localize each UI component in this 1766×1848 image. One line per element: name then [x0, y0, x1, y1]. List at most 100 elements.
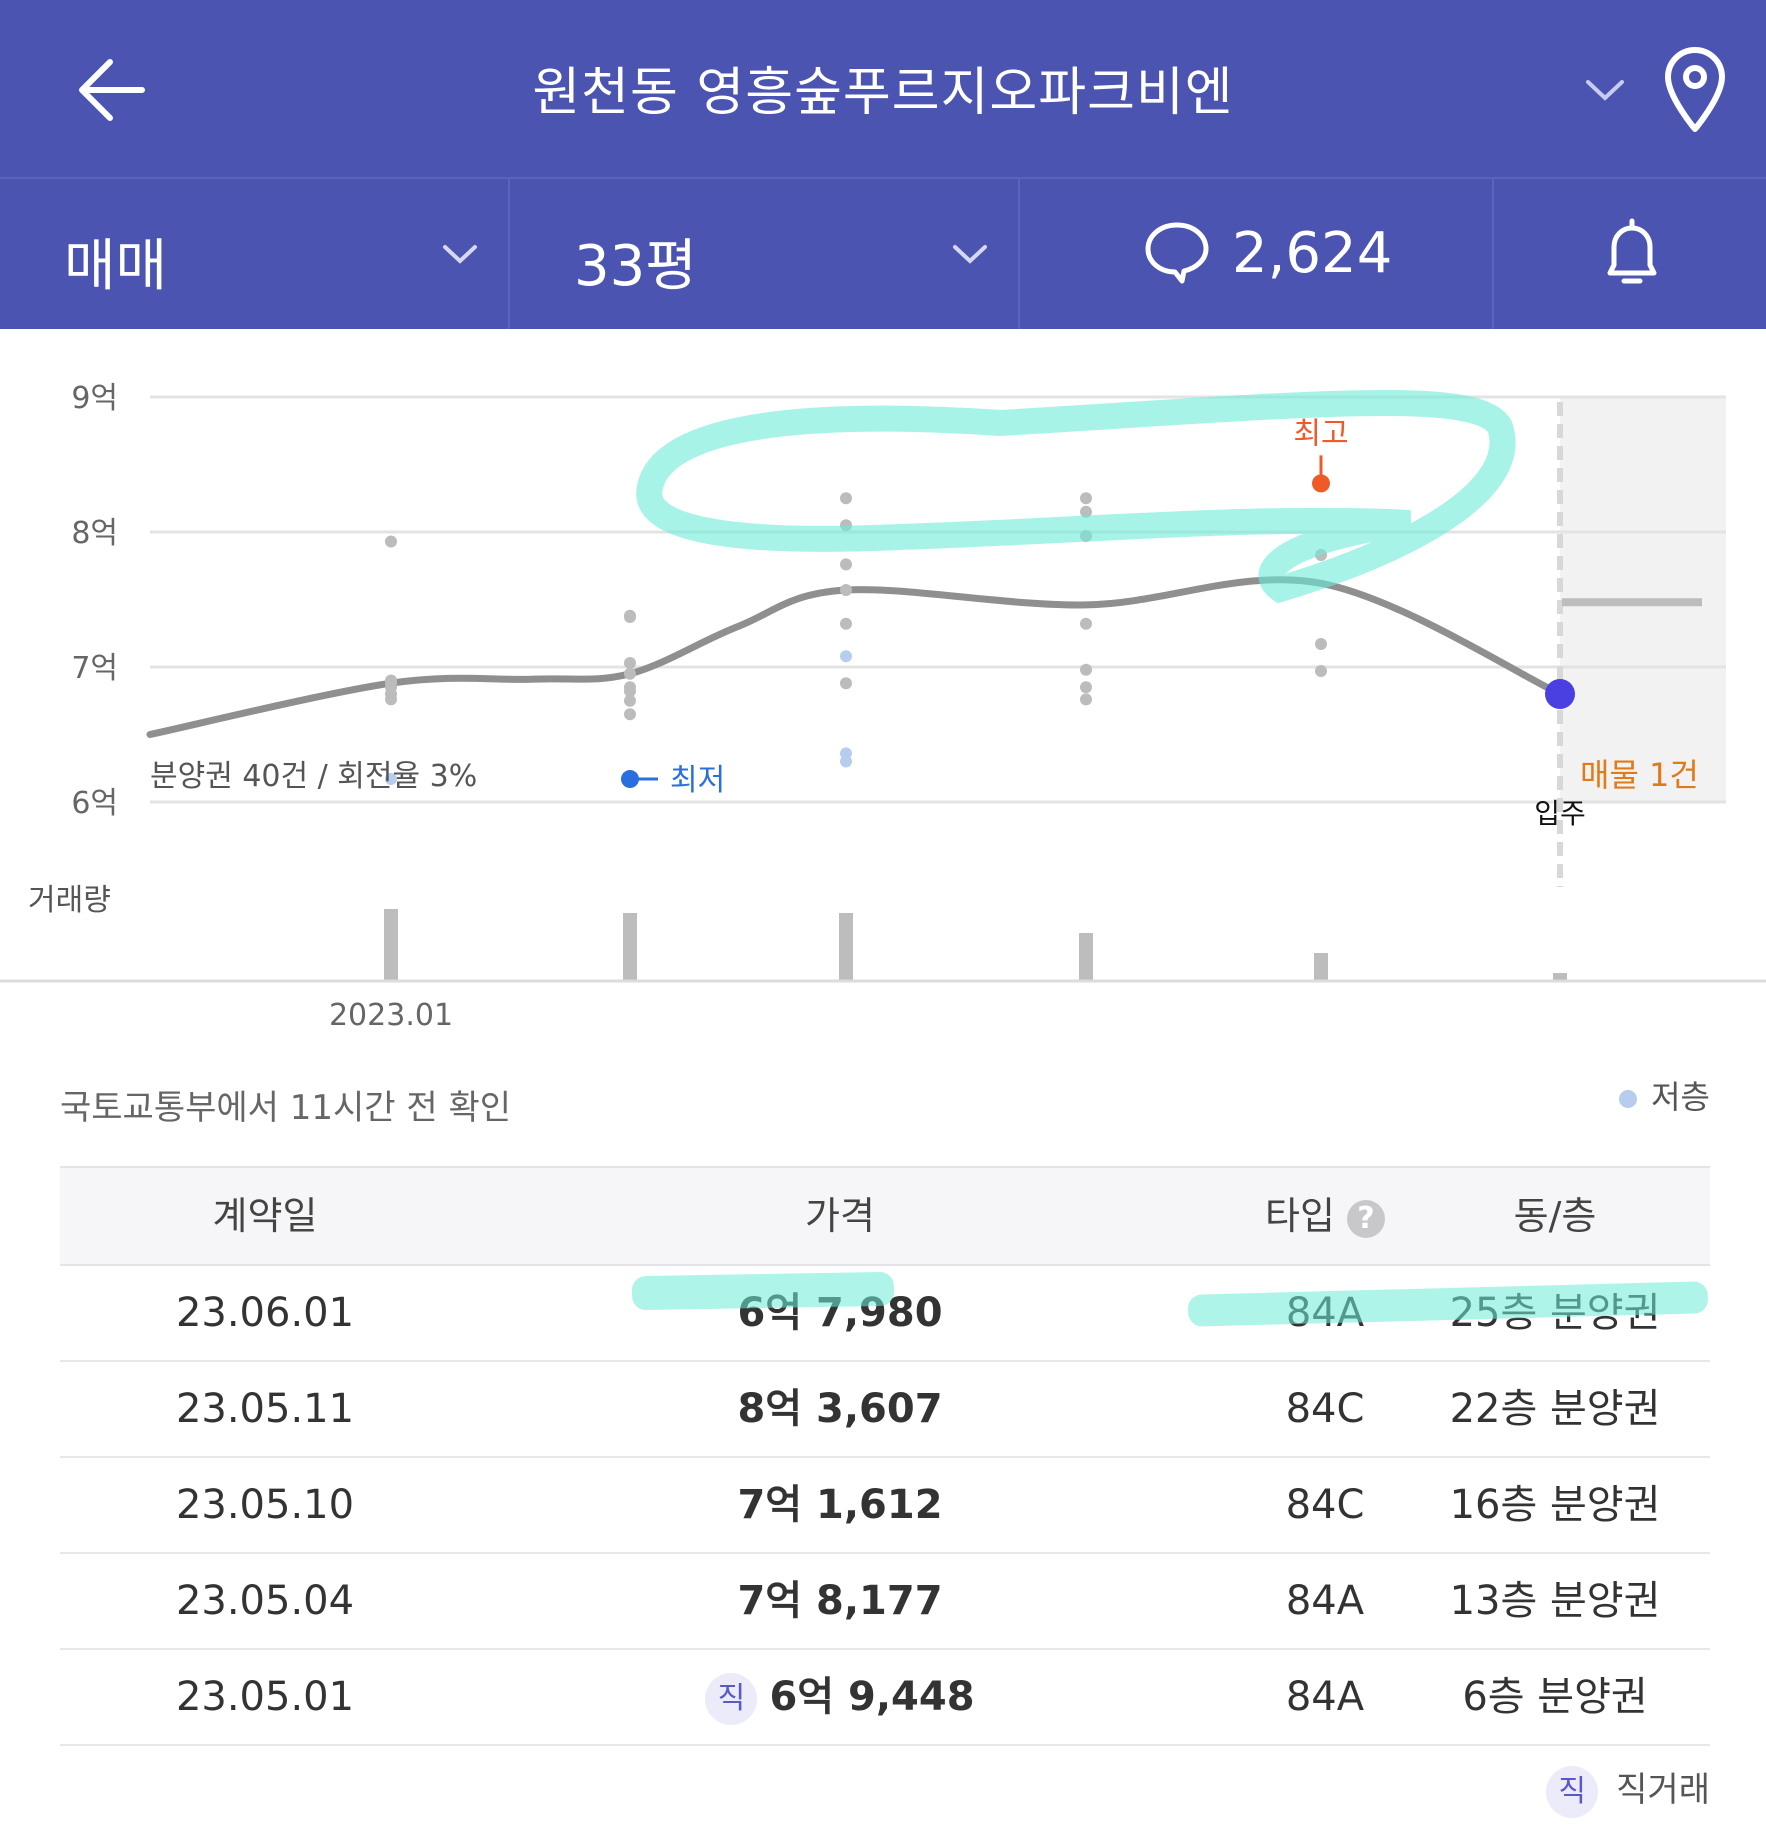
- map-pin-icon[interactable]: [1660, 45, 1730, 135]
- trade-point[interactable]: [1080, 617, 1092, 630]
- trade-point[interactable]: [1080, 693, 1092, 706]
- volume-bar: [839, 913, 853, 981]
- current-point[interactable]: [1545, 679, 1575, 709]
- row-type: 84C: [1285, 1386, 1365, 1432]
- source-note: 국토교통부에서 11시간 전 확인: [60, 1088, 512, 1128]
- low-floor-dot: [1619, 1090, 1638, 1108]
- legend-direct-label: 직거래: [1616, 1770, 1710, 1810]
- comment-count: 2,624: [1232, 221, 1393, 286]
- trade-point[interactable]: [840, 617, 852, 630]
- y-tick-label: 9억: [71, 381, 118, 416]
- highlight-mark-price: [631, 1271, 895, 1311]
- trade-point[interactable]: [624, 708, 636, 721]
- chevron-down-icon[interactable]: [1580, 70, 1630, 110]
- legend-direct-trade: 직 직거래: [1546, 1762, 1710, 1818]
- table-row[interactable]: 23.05.11 8억 3,607 84C 22층 분양권: [60, 1362, 1710, 1458]
- direct-trade-badge: 직: [1546, 1765, 1599, 1818]
- comments-button[interactable]: 2,624: [1020, 179, 1494, 329]
- row-date: 23.06.01: [175, 1290, 355, 1336]
- trade-point[interactable]: [624, 656, 636, 669]
- row-type: 84A: [1285, 1578, 1365, 1624]
- trade-type-select[interactable]: 매매: [0, 179, 510, 329]
- area-select[interactable]: 33평: [510, 179, 1020, 329]
- highlight-annotation: [636, 389, 1516, 604]
- table-row[interactable]: 23.05.10 7억 1,612 84C 16층 분양권: [60, 1458, 1710, 1554]
- trend-line: [146, 576, 1564, 738]
- row-price-value: 7억 8,177: [737, 1578, 943, 1624]
- trade-point[interactable]: [624, 667, 636, 680]
- trade-point[interactable]: [840, 584, 852, 597]
- row-floor: 22층 분양권: [1449, 1386, 1661, 1432]
- app-header: 원천동 영흥숲푸르지오파크비엔: [0, 0, 1766, 177]
- trade-point[interactable]: [1080, 681, 1092, 694]
- row-price-value: 6억 9,448: [769, 1674, 975, 1720]
- volume-label: 거래량: [28, 883, 111, 918]
- header-type: 타입?: [1170, 1168, 1480, 1264]
- trade-point[interactable]: [840, 492, 852, 505]
- row-price-value: 8억 3,607: [737, 1386, 943, 1432]
- volume-bar: [1314, 953, 1328, 981]
- row-date: 23.05.11: [175, 1386, 355, 1432]
- header-floor: 동/층: [1513, 1194, 1597, 1238]
- direct-trade-badge: 직: [705, 1673, 758, 1725]
- volume-bar: [1079, 933, 1093, 981]
- legend-low-label: 저층: [1651, 1078, 1710, 1116]
- volume-bar: [384, 909, 398, 981]
- row-price: 8억 3,607: [480, 1362, 1200, 1456]
- max-point[interactable]: [1312, 474, 1330, 493]
- speech-bubble-icon: [1145, 222, 1209, 284]
- presale-note: 분양권 40건 / 회전율 3%: [150, 759, 477, 794]
- trade-point[interactable]: [385, 693, 397, 706]
- trade-point[interactable]: [624, 611, 636, 624]
- row-type: 84C: [1285, 1482, 1365, 1528]
- y-tick-label: 8억: [71, 516, 118, 551]
- row-floor: 16층 분양권: [1449, 1482, 1661, 1528]
- header-type-label: 타입: [1265, 1194, 1335, 1238]
- x-tick-label: 2023.01: [329, 998, 453, 1027]
- y-tick-label: 7억: [71, 651, 118, 686]
- row-price: 7억 8,177: [480, 1554, 1200, 1648]
- volume-bar: [1553, 973, 1567, 981]
- chevron-down-icon: [443, 245, 477, 264]
- trade-point[interactable]: [840, 677, 852, 690]
- trade-point[interactable]: [1080, 663, 1092, 676]
- table-row[interactable]: 23.05.04 7억 8,177 84A 13층 분양권: [60, 1554, 1710, 1650]
- price-chart[interactable]: 9억 8억 7억 6억 최고 최저 분양권 40건 / 회전율 3% 매물 1건 입주 …: [0, 327, 1766, 1033]
- back-button[interactable]: [60, 45, 160, 135]
- row-price: 7억 1,612: [480, 1458, 1200, 1552]
- area-label: 33평: [574, 234, 697, 299]
- table-row[interactable]: 23.05.01 직 6억 9,448 84A 6층 분양권: [60, 1650, 1710, 1746]
- trade-point[interactable]: [1080, 492, 1092, 505]
- help-icon[interactable]: ?: [1346, 1199, 1385, 1238]
- listing-count[interactable]: 매물 1건: [1580, 756, 1699, 794]
- trade-point[interactable]: [1315, 638, 1327, 651]
- row-floor: 13층 분양권: [1449, 1578, 1661, 1624]
- page-title: 원천동 영흥숲푸르지오파크비엔: [532, 63, 1234, 123]
- trade-point[interactable]: [1315, 665, 1327, 678]
- trade-point[interactable]: [624, 694, 636, 707]
- row-floor: 6층 분양권: [1462, 1674, 1648, 1720]
- trade-point[interactable]: [624, 685, 636, 698]
- trade-point[interactable]: [840, 558, 852, 571]
- row-date: 23.05.04: [175, 1578, 355, 1624]
- low-floor-point[interactable]: [840, 650, 852, 663]
- filter-bar: 매매 33평 2,624: [0, 177, 1766, 329]
- trade-point[interactable]: [385, 535, 397, 548]
- bell-icon: [1607, 218, 1657, 284]
- low-floor-point[interactable]: [385, 773, 397, 786]
- row-type: 84A: [1285, 1674, 1365, 1720]
- header-price: 가격: [805, 1194, 875, 1238]
- y-tick-label: 6억: [71, 786, 118, 821]
- row-date: 23.05.01: [175, 1674, 355, 1720]
- trade-point[interactable]: [1080, 505, 1092, 518]
- row-price: 직 6억 9,448: [480, 1650, 1200, 1744]
- legend-low-floor: 저층: [1619, 1072, 1710, 1118]
- trade-type-label: 매매: [64, 234, 168, 299]
- volume-bar: [623, 913, 637, 981]
- row-price-value: 7억 1,612: [737, 1482, 943, 1528]
- notification-button[interactable]: [1494, 179, 1766, 329]
- table-header: 계약일 가격 타입? 동/층: [60, 1166, 1710, 1266]
- low-floor-point[interactable]: [840, 755, 852, 768]
